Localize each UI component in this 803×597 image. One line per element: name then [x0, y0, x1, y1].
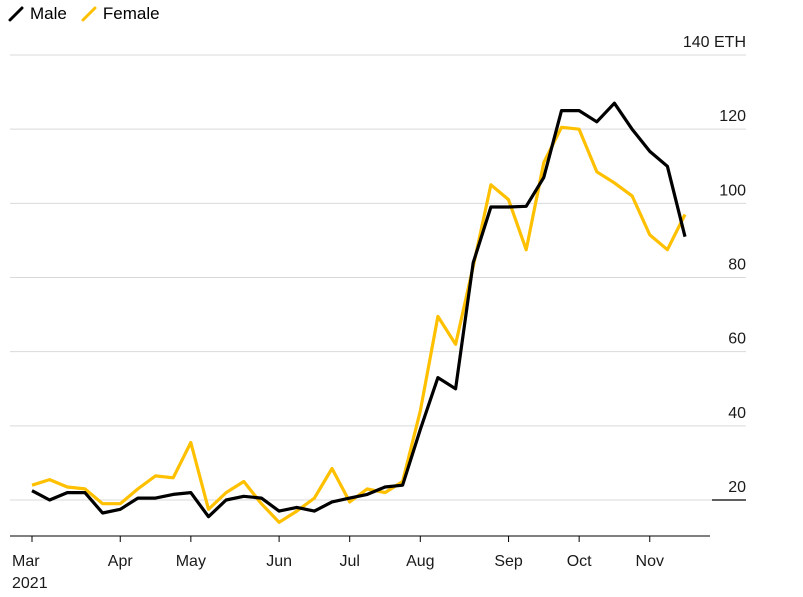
- x-tick-sublabel-year: 2021: [12, 575, 48, 592]
- x-tick-label-sep: Sep: [494, 553, 523, 570]
- gridlines: [10, 54, 746, 501]
- y-tick-label-60: 60: [728, 331, 746, 348]
- legend-item-female: Female: [81, 4, 160, 24]
- series-line-male: [31, 101, 687, 519]
- y-tick-label-140: 140 ETH: [683, 34, 746, 51]
- x-tick-label-may: May: [176, 553, 206, 570]
- legend-item-male: Male: [8, 4, 67, 24]
- y-tick-label-120: 120: [719, 108, 746, 125]
- legend-swatch-male: [8, 6, 24, 22]
- x-axis: Mar 2021 Apr May Jun Jul Aug Sep Oct Nov: [10, 535, 710, 592]
- y-axis-ticks: 20 40 60 80 100 120 140 ETH: [683, 34, 746, 496]
- x-tick-label-jul: Jul: [339, 553, 359, 570]
- x-tick-label-mar: Mar: [12, 553, 40, 570]
- legend-swatch-male-line: [8, 6, 24, 22]
- y-tick-label-100: 100: [719, 182, 746, 199]
- x-tick-label-aug: Aug: [406, 553, 434, 570]
- y-tick-label-80: 80: [728, 257, 746, 274]
- x-tick-label-jun: Jun: [266, 553, 292, 570]
- legend: Male Female: [8, 4, 160, 24]
- y-tick-label-40: 40: [728, 405, 746, 422]
- legend-swatch-female: [81, 6, 97, 22]
- y-tick-label-20: 20: [728, 479, 746, 496]
- legend-label-male: Male: [30, 4, 67, 23]
- x-tick-label-apr: Apr: [108, 553, 134, 570]
- legend-swatch-female-line: [81, 6, 97, 22]
- x-tick-label-oct: Oct: [567, 553, 592, 570]
- x-tick-label-nov: Nov: [636, 553, 664, 570]
- legend-label-female: Female: [102, 4, 160, 23]
- series-line-female: [31, 125, 687, 524]
- series-lines: [31, 101, 687, 524]
